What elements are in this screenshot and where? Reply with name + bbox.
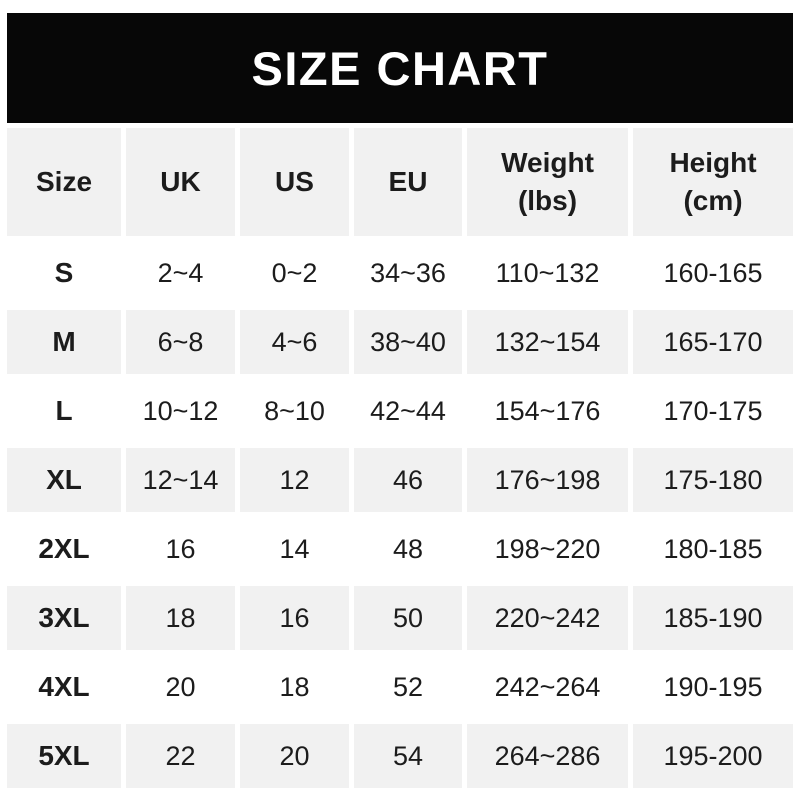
- table-cell: 132~154: [467, 310, 628, 374]
- column-header-eu: EU: [354, 128, 462, 236]
- column-header-uk: UK: [126, 128, 235, 236]
- table-cell: 16: [240, 586, 349, 650]
- column-header-label: Weight: [501, 147, 594, 179]
- table-cell: 12: [240, 448, 349, 512]
- table-cell: 4~6: [240, 310, 349, 374]
- table-cell: 10~12: [126, 379, 235, 443]
- column-header-label-line2: (lbs): [517, 185, 578, 216]
- column-header-us: US: [240, 128, 349, 236]
- table-cell: 264~286: [467, 724, 628, 788]
- table-cell: 165-170: [633, 310, 793, 374]
- column-header-size: Size: [7, 128, 121, 236]
- table-cell: 220~242: [467, 586, 628, 650]
- table-cell: 176~198: [467, 448, 628, 512]
- column-header-label: UK: [160, 166, 201, 198]
- column-header-label: US: [275, 166, 314, 198]
- size-cell: 3XL: [7, 586, 121, 650]
- table-cell: 110~132: [467, 241, 628, 305]
- size-cell: M: [7, 310, 121, 374]
- table-cell: 190-195: [633, 655, 793, 719]
- table-cell: 22: [126, 724, 235, 788]
- table-cell: 170-175: [633, 379, 793, 443]
- table-cell: 48: [354, 517, 462, 581]
- size-table: Size UK US EU Weight (lbs) Height (cm) S…: [7, 128, 793, 788]
- table-cell: 242~264: [467, 655, 628, 719]
- table-cell: 18: [126, 586, 235, 650]
- size-cell: 5XL: [7, 724, 121, 788]
- size-cell: 2XL: [7, 517, 121, 581]
- table-cell: 16: [126, 517, 235, 581]
- size-cell: S: [7, 241, 121, 305]
- table-cell: 20: [126, 655, 235, 719]
- table-cell: 14: [240, 517, 349, 581]
- column-header-weight: Weight (lbs): [467, 128, 628, 236]
- table-cell: 42~44: [354, 379, 462, 443]
- column-header-label-line2: (cm): [683, 185, 743, 216]
- table-cell: 175-180: [633, 448, 793, 512]
- table-cell: 2~4: [126, 241, 235, 305]
- table-cell: 34~36: [354, 241, 462, 305]
- table-cell: 12~14: [126, 448, 235, 512]
- table-cell: 54: [354, 724, 462, 788]
- table-cell: 8~10: [240, 379, 349, 443]
- table-cell: 46: [354, 448, 462, 512]
- column-header-label: Height: [669, 147, 757, 179]
- table-cell: 18: [240, 655, 349, 719]
- table-cell: 6~8: [126, 310, 235, 374]
- table-cell: 185-190: [633, 586, 793, 650]
- title-banner: SIZE CHART: [7, 13, 793, 123]
- table-cell: 160-165: [633, 241, 793, 305]
- size-cell: L: [7, 379, 121, 443]
- table-cell: 20: [240, 724, 349, 788]
- column-header-height: Height (cm): [633, 128, 793, 236]
- table-cell: 198~220: [467, 517, 628, 581]
- column-header-label: EU: [388, 166, 428, 198]
- table-cell: 195-200: [633, 724, 793, 788]
- table-cell: 38~40: [354, 310, 462, 374]
- size-cell: 4XL: [7, 655, 121, 719]
- table-cell: 52: [354, 655, 462, 719]
- column-header-label: Size: [35, 166, 93, 198]
- table-cell: 154~176: [467, 379, 628, 443]
- size-cell: XL: [7, 448, 121, 512]
- table-cell: 50: [354, 586, 462, 650]
- page-title: SIZE CHART: [251, 41, 549, 95]
- table-cell: 0~2: [240, 241, 349, 305]
- table-cell: 180-185: [633, 517, 793, 581]
